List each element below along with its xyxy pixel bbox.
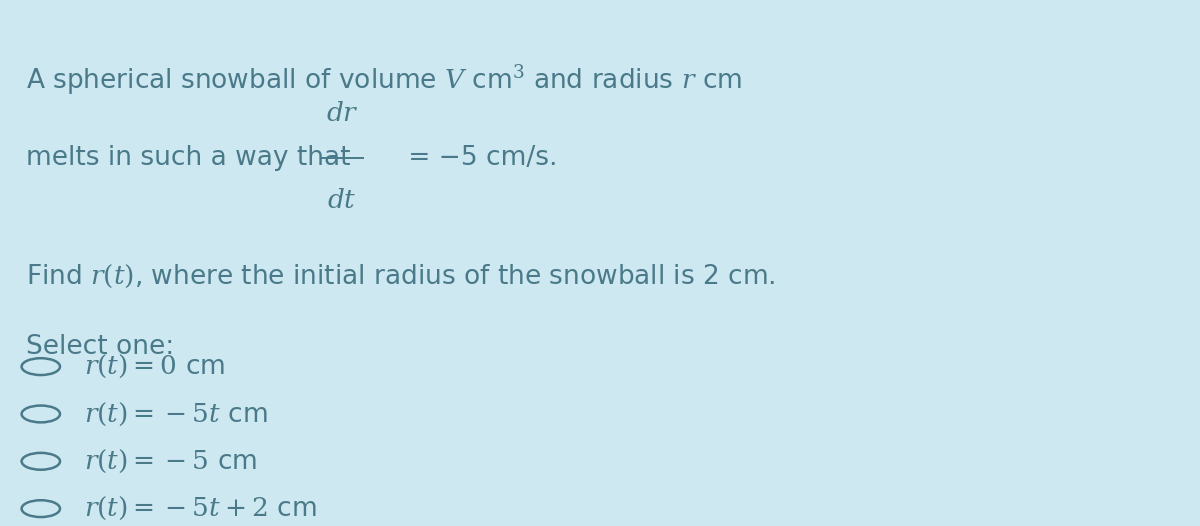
Text: Select one:: Select one: [26,334,175,360]
Text: = −5 cm/s.: = −5 cm/s. [400,145,557,171]
Text: $dt$: $dt$ [328,188,356,214]
Text: melts in such a way that: melts in such a way that [26,145,350,171]
Text: A spherical snowball of volume $V$ cm$^3$ and radius $r$ cm: A spherical snowball of volume $V$ cm$^3… [26,63,743,98]
Text: Find $r(t)$, where the initial radius of the snowball is 2 cm.: Find $r(t)$, where the initial radius of… [26,263,775,290]
Text: $r(t) = -5$ cm: $r(t) = -5$ cm [84,448,257,475]
Text: $r(t) = -5t$ cm: $r(t) = -5t$ cm [84,400,268,428]
Text: $r(t) = 0$ cm: $r(t) = 0$ cm [84,353,226,380]
Text: $dr$: $dr$ [325,102,359,127]
Text: $r(t) = -5t + 2$ cm: $r(t) = -5t + 2$ cm [84,495,317,522]
